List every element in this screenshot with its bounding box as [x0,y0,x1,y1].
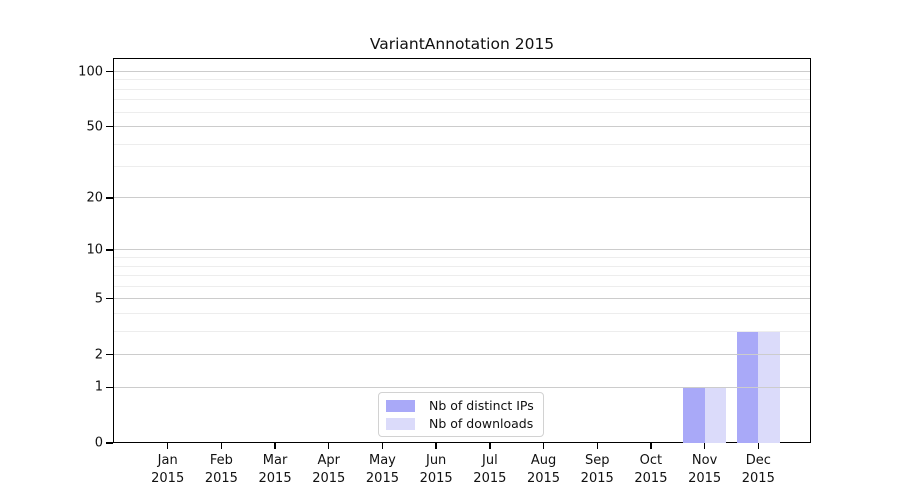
y-gridline-major [114,298,810,300]
y-tick-label: 100 [78,64,103,79]
y-tick-mark [106,249,113,251]
x-tick-label: Jan 2015 [151,453,185,486]
y-tick-mark [106,197,113,199]
y-tick-mark [106,125,113,128]
x-tick-label: Oct 2015 [634,453,668,486]
x-tick-label: Aug 2015 [526,453,561,486]
legend-entry-downloads: Nb of downloads [386,416,534,431]
y-tick-label: 2 [94,347,103,363]
plot-area: 0 1 2 5 10 20 50 100 Jan 2015 Feb 2015 Mar 2015 Apr… [78,58,811,486]
y-gridline-major [114,71,810,72]
x-tick-label: Jul 2015 [473,453,507,486]
y-tick-label: 0 [94,435,103,451]
bar-downloads [704,387,727,443]
y-gridline-minor [114,111,810,113]
y-gridline-major [114,249,810,251]
x-tick-mark [328,443,330,449]
y-tick-label: 5 [94,291,103,307]
y-tick-mark [106,442,113,444]
y-gridline-minor [114,285,810,287]
legend-swatch-downloads [386,417,415,430]
legend-label-distinct-ips: Nb of distinct IPs [429,398,534,413]
y-gridline-major [114,197,810,199]
legend-label-downloads: Nb of downloads [429,416,534,431]
bar-distinct-ips [683,387,705,443]
y-tick-mark [106,353,113,356]
y-gridline-minor [114,88,810,90]
y-gridline-minor [114,330,810,332]
x-tick-mark [274,443,276,449]
x-tick-label: Sep 2015 [580,453,614,486]
x-tick-label: Apr 2015 [312,453,346,486]
y-tick-label: 50 [86,119,103,134]
y-tick-label: 20 [86,190,103,206]
x-tick-label: Feb 2015 [204,453,238,486]
x-tick-label: Mar 2015 [258,453,292,486]
x-tick-mark [542,443,545,449]
y-gridline-minor [114,275,810,277]
y-gridline-major [114,126,810,127]
x-tick-mark [596,443,598,449]
x-tick-mark [381,443,384,449]
x-tick-label: Nov 2015 [688,453,722,486]
y-tick-mark [106,386,113,388]
x-tick-label: May 2015 [365,453,399,486]
y-tick-label: 1 [94,379,103,395]
y-gridline-major [114,386,810,388]
y-tick-mark [106,298,113,300]
chart-title: VariantAnnotation 2015 [369,35,555,53]
y-gridline-minor [114,265,810,267]
y-gridline-minor [114,166,810,168]
y-gridline-major [114,354,810,356]
x-tick-mark [220,443,223,449]
legend-swatch-distinct-ips [386,399,415,412]
y-gridline-minor [114,257,810,259]
legend: Nb of distinct IPs Nb of downloads [378,392,544,437]
x-tick-mark [757,443,759,449]
x-tick-mark [489,443,491,449]
x-tick-mark [166,443,169,449]
y-gridline-minor [114,312,810,314]
legend-entry-distinct-ips: Nb of distinct IPs [386,398,534,413]
x-tick-label: Dec 2015 [741,453,775,486]
x-tick-mark [703,443,706,449]
y-gridline-minor [114,143,810,145]
x-tick-mark [650,443,652,449]
y-tick-label: 10 [86,242,103,258]
y-tick-mark [106,70,113,73]
y-gridline-minor [114,79,810,81]
x-tick-label: Jun 2015 [419,453,453,486]
y-gridline-minor [114,99,810,101]
x-tick-mark [435,443,437,449]
